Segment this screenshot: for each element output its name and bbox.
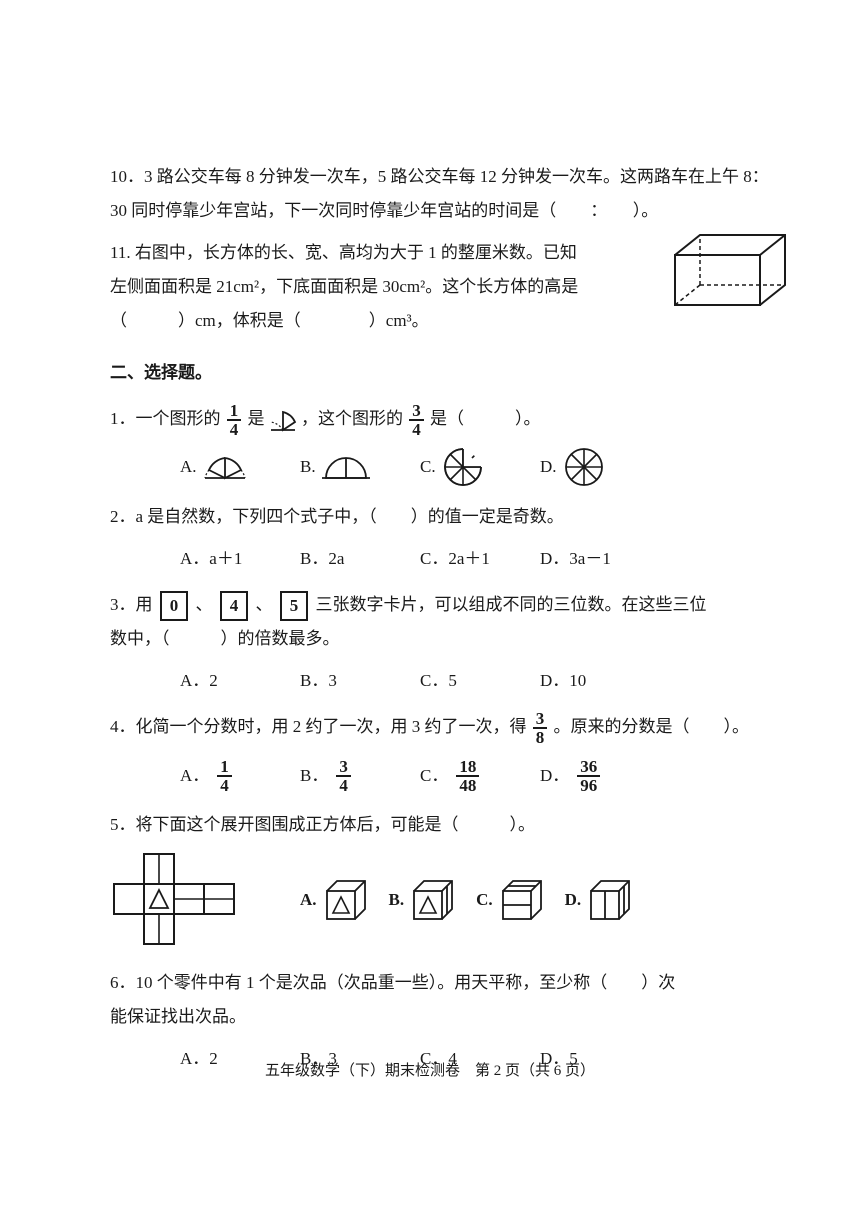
mc1-prefix: 1．一个图形的 [110, 409, 221, 428]
mc4-option-a: A． 14 [180, 758, 290, 794]
mc3-line2: 数中，（ ）的倍数最多。 [110, 622, 770, 656]
mc6-line2: 能保证找出次品。 [110, 1000, 770, 1034]
mc-question-3: 3．用 0 、 4 、 5 三张数字卡片，可以组成不同的三位数。在这些三位 数中… [110, 588, 770, 656]
q10-text: 10．3 路公交车每 8 分钟发一次车，5 路公交车每 12 分钟发一次车。这两… [110, 167, 769, 220]
mc-question-4: 4．化简一个分数时，用 2 约了一次，用 3 约了一次，得 3 8 。原来的分数… [110, 710, 770, 746]
exam-page: 10．3 路公交车每 8 分钟发一次车，5 路公交车每 12 分钟发一次车。这两… [0, 0, 860, 1216]
mc5-option-b: B. [389, 877, 457, 923]
option-d-shape-icon [563, 446, 605, 488]
mc2-option-a: A．a＋1 [180, 542, 290, 576]
mc1-frac1: 1 4 [227, 402, 242, 438]
mc3-options: A．2 B．3 C．5 D．10 [110, 664, 770, 698]
question-10: 10．3 路公交车每 8 分钟发一次车，5 路公交车每 12 分钟发一次车。这两… [110, 160, 770, 228]
mc4-option-c: C． 1848 [420, 758, 530, 794]
mc6-line1: 6．10 个零件中有 1 个是次品（次品重一些）。用天平称，至少称（ ）次 [110, 966, 770, 1000]
mc5-option-d: D. [565, 877, 634, 923]
page-footer: 五年级数学（下）期末检测卷 第 2 页（共 6 页） [0, 1056, 860, 1086]
option-b-shape-icon [322, 454, 370, 480]
mc1-frac2: 3 4 [409, 402, 424, 438]
mc5-text: 5．将下面这个展开图围成正方体后，可能是（ ）。 [110, 815, 535, 834]
card-5: 5 [280, 591, 309, 621]
mc2-option-d: D．3a－1 [540, 542, 650, 576]
mc5-row: A. B. [110, 850, 770, 950]
mc3-option-d: D．10 [540, 664, 650, 698]
cube-d-icon [587, 877, 633, 923]
mc1-option-b: B. [300, 450, 410, 484]
option-c-shape-icon [442, 446, 484, 488]
mc5-options: A. B. [300, 877, 633, 923]
mc1-mid1: 是 [248, 409, 265, 428]
mc1-option-d: D. [540, 446, 650, 488]
mc2-text: 2．a 是自然数，下列四个式子中，（ ）的值一定是奇数。 [110, 507, 564, 526]
mc-question-2: 2．a 是自然数，下列四个式子中，（ ）的值一定是奇数。 [110, 500, 770, 534]
mc4-frac: 3 8 [533, 710, 548, 746]
cuboid-figure [670, 230, 790, 310]
mc1-mid2: ，这个图形的 [301, 409, 403, 428]
question-11: 11. 右图中，长方体的长、宽、高均为大于 1 的整厘米数。已知 左侧面面积是 … [110, 236, 770, 338]
mc1-option-a: A. [180, 450, 290, 484]
mc-question-1: 1．一个图形的 1 4 是 ，这个图形的 3 4 是（ ）。 [110, 402, 770, 438]
mc5-option-c: C. [476, 877, 545, 923]
mc4-options: A． 14 B． 34 C． 1848 D． 3696 [110, 758, 770, 794]
mc2-options: A．a＋1 B．2a C．2a＋1 D．3a－1 [110, 542, 770, 576]
mc-question-6: 6．10 个零件中有 1 个是次品（次品重一些）。用天平称，至少称（ ）次 能保… [110, 966, 770, 1034]
section-2-title: 二、选择题。 [110, 356, 770, 390]
mc4-option-d: D． 3696 [540, 758, 650, 794]
cube-net-figure [110, 850, 280, 950]
mc1-options: A. B. C. [110, 446, 770, 488]
cube-b-icon [410, 877, 456, 923]
cube-c-icon [499, 877, 545, 923]
card-0: 0 [160, 591, 189, 621]
mc-question-5: 5．将下面这个展开图围成正方体后，可能是（ ）。 [110, 808, 770, 842]
mc1-suffix: 是（ ）。 [430, 409, 541, 428]
mc2-option-b: B．2a [300, 542, 410, 576]
mc5-option-a: A. [300, 877, 369, 923]
option-a-shape-icon [203, 454, 247, 480]
mc4-option-b: B． 34 [300, 758, 410, 794]
quarter-shape-icon [269, 408, 297, 432]
cube-a-icon [323, 877, 369, 923]
card-4: 4 [220, 591, 249, 621]
mc4-prefix: 4．化简一个分数时，用 2 约了一次，用 3 约了一次，得 [110, 717, 527, 736]
mc3-mid: 三张数字卡片，可以组成不同的三位数。在这些三位 [316, 595, 707, 614]
mc1-option-c: C. [420, 446, 530, 488]
mc2-option-c: C．2a＋1 [420, 542, 530, 576]
mc3-option-a: A．2 [180, 664, 290, 698]
mc3-option-b: B．3 [300, 664, 410, 698]
mc4-suffix: 。原来的分数是（ ）。 [554, 717, 750, 736]
mc3-option-c: C．5 [420, 664, 530, 698]
mc3-prefix: 3．用 [110, 595, 153, 614]
